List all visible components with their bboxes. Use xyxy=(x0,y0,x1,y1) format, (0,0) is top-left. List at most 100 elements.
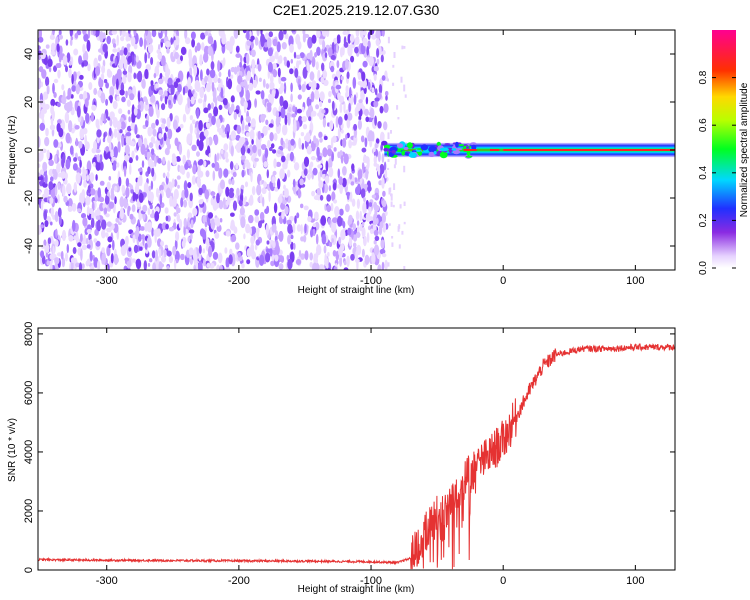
heatmap-cell xyxy=(157,157,162,164)
spectrogram-xlabel: Height of straight line (km) xyxy=(298,285,415,296)
heatmap-cell xyxy=(218,83,221,93)
heatmap-cell xyxy=(181,189,186,201)
heatmap-cell xyxy=(58,30,62,36)
heatmap-cell xyxy=(315,61,319,70)
heatmap-cell xyxy=(75,262,80,268)
heatmap-cell xyxy=(147,166,151,175)
heatmap-cell xyxy=(180,253,185,261)
heatmap-cell xyxy=(320,215,327,226)
heatmap-cell xyxy=(247,148,251,154)
heatmap-cell xyxy=(219,188,223,194)
heatmap-cell xyxy=(73,235,77,241)
heatmap-cell xyxy=(374,142,378,149)
heatmap-cell xyxy=(162,118,166,125)
heatmap-cell xyxy=(356,220,360,227)
heatmap-cell xyxy=(349,191,353,203)
heatmap-cell xyxy=(53,92,57,98)
heatmap-cell xyxy=(40,200,44,211)
heatmap-cell xyxy=(384,259,388,270)
heatmap-cell xyxy=(186,171,190,179)
heatmap-cell xyxy=(213,200,217,206)
heatmap-cell xyxy=(54,239,59,247)
heatmap-cell xyxy=(117,140,121,153)
heatmap-cell xyxy=(66,52,71,63)
heatmap-cell xyxy=(65,132,71,144)
spectrogram-ytick-label: 0 xyxy=(23,147,35,153)
heatmap-cell xyxy=(368,130,374,142)
heatmap-cell xyxy=(273,132,278,142)
heatmap-cell xyxy=(361,162,365,170)
heatmap-cell xyxy=(95,215,101,220)
heatmap-cell xyxy=(137,90,141,103)
heatmap-cell xyxy=(272,69,278,78)
heatmap-cell xyxy=(390,193,392,197)
heatmap-cell xyxy=(206,122,211,129)
heatmap-cell xyxy=(232,200,238,211)
heatmap-cell xyxy=(355,30,360,38)
heatmap-cell xyxy=(200,69,203,82)
heatmap-cell xyxy=(198,244,202,254)
heatmap-cell xyxy=(241,169,245,178)
heatmap-cell xyxy=(83,179,87,188)
heatmap-cell xyxy=(236,187,240,197)
heatmap-cell xyxy=(63,195,68,203)
heatmap-cell xyxy=(455,141,459,148)
heatmap-cell xyxy=(224,127,228,135)
heatmap-cell xyxy=(183,199,188,208)
heatmap-cell xyxy=(60,171,67,179)
heatmap-cell xyxy=(114,196,117,205)
heatmap-cell xyxy=(294,215,297,224)
heatmap-cell xyxy=(306,109,312,118)
heatmap-cell xyxy=(388,188,391,195)
heatmap-cell xyxy=(220,87,224,99)
heatmap-cell xyxy=(281,124,288,136)
heatmap-cell xyxy=(119,30,122,37)
heatmap-cell xyxy=(144,30,149,36)
heatmap-cell xyxy=(339,184,343,195)
heatmap-cell xyxy=(99,180,105,186)
heatmap-cell xyxy=(127,109,131,115)
heatmap-cell xyxy=(240,155,247,160)
heatmap-cell xyxy=(336,60,340,69)
heatmap-cell xyxy=(167,160,171,172)
heatmap-cell xyxy=(373,244,380,256)
heatmap-cell xyxy=(106,221,112,227)
heatmap-cell xyxy=(287,234,291,245)
heatmap-cell xyxy=(212,170,216,181)
heatmap-cell xyxy=(261,187,267,195)
heatmap-cell xyxy=(158,30,162,34)
heatmap-cell xyxy=(188,229,195,234)
heatmap-cell xyxy=(373,239,377,245)
heatmap-cell xyxy=(78,140,83,149)
heatmap-cell xyxy=(396,105,399,110)
heatmap-cell xyxy=(283,82,287,94)
heatmap-cell xyxy=(249,129,255,141)
heatmap-cell xyxy=(95,240,101,247)
heatmap-cell xyxy=(254,157,259,162)
heatmap-cell xyxy=(62,55,68,66)
heatmap-cell xyxy=(210,191,216,196)
heatmap-cell xyxy=(55,228,58,238)
heatmap-cell xyxy=(174,250,180,262)
heatmap-cell xyxy=(199,54,203,66)
heatmap-cell xyxy=(311,56,316,68)
heatmap-cell xyxy=(156,228,161,237)
heatmap-cell xyxy=(307,36,313,49)
heatmap-cell xyxy=(250,41,254,50)
heatmap-cell xyxy=(377,151,381,163)
heatmap-cell xyxy=(116,78,119,90)
heatmap-cell xyxy=(168,227,175,232)
heatmap-cell xyxy=(49,124,56,131)
heatmap-cell xyxy=(70,257,76,263)
heatmap-cell xyxy=(275,116,280,128)
heatmap-cell xyxy=(281,42,287,50)
heatmap-cell xyxy=(92,161,96,167)
heatmap-cell xyxy=(193,92,198,98)
heatmap-cell xyxy=(235,45,240,53)
heatmap-cell xyxy=(123,165,127,178)
heatmap-cell xyxy=(322,117,327,128)
heatmap-cell xyxy=(293,51,297,59)
heatmap-cell xyxy=(124,144,130,156)
heatmap-cell xyxy=(178,218,183,229)
heatmap-cell xyxy=(149,204,153,210)
